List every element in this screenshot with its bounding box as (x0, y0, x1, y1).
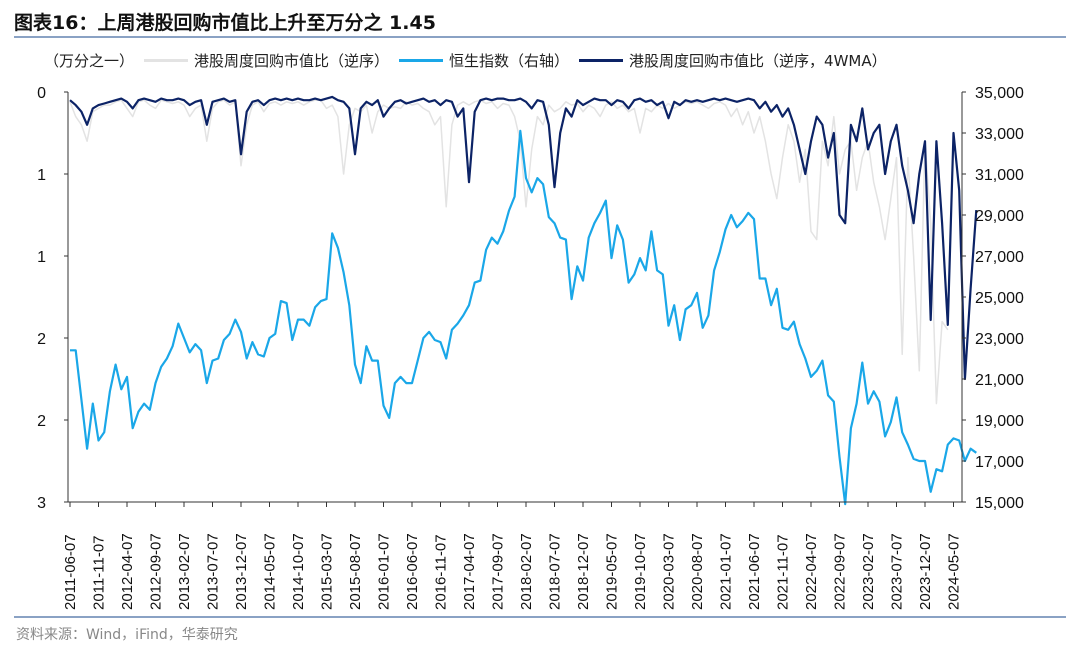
title-divider (14, 36, 1066, 38)
series-line-1 (70, 129, 977, 506)
x-tick-label: 2020-03-07 (661, 533, 678, 610)
right-tick-label: 17,000 (975, 454, 1024, 471)
x-tick-label: 2023-02-07 (860, 533, 877, 610)
series-line-0 (69, 99, 949, 405)
x-tick-label: 2019-05-07 (604, 533, 621, 610)
x-tick-label: 2011-06-07 (62, 534, 79, 610)
x-tick-label: 2019-10-07 (632, 533, 649, 610)
x-tick-label: 2014-10-07 (290, 533, 307, 610)
x-tick-label: 2012-04-07 (119, 533, 136, 610)
right-tick-label: 15,000 (975, 495, 1024, 512)
right-tick-label: 35,000 (975, 85, 1024, 102)
x-tick-label: 2017-04-07 (461, 533, 478, 610)
x-tick-label: 2014-05-07 (262, 533, 279, 610)
chart-title: 图表16：上周港股回购市值比上升至万分之 1.45 (14, 12, 436, 34)
x-tick-label: 2016-01-07 (376, 533, 393, 610)
x-tick-label: 2017-09-07 (490, 533, 507, 610)
footer-divider (14, 616, 1066, 618)
x-tick-label: 2015-03-07 (319, 533, 336, 610)
x-tick-label: 2023-12-07 (917, 533, 934, 610)
x-tick-label: 2013-12-07 (233, 533, 250, 610)
right-tick-label: 31,000 (975, 167, 1024, 184)
right-tick-label: 23,000 (975, 331, 1024, 348)
x-tick-label: 2012-09-07 (148, 533, 165, 610)
left-tick-label: 1 (37, 167, 46, 184)
left-tick-label: 3 (37, 495, 46, 512)
left-tick-label: 2 (37, 331, 46, 348)
legend-label-4wma: 港股周度回购市值比（逆序，4WMA） (629, 52, 887, 70)
left-tick-label: 0 (37, 85, 46, 102)
right-tick-label: 25,000 (975, 290, 1024, 307)
legend-swatch-raw (144, 59, 189, 62)
left-tick-label: 1 (37, 249, 46, 266)
x-tick-label: 2018-02-07 (518, 533, 535, 610)
left-axis-unit: （万分之一） (44, 52, 135, 70)
right-tick-label: 19,000 (975, 413, 1024, 430)
x-tick-label: 2021-11-07 (775, 534, 792, 610)
legend-label-raw: 港股周度回购市值比（逆序） (194, 52, 390, 70)
x-tick-label: 2016-06-07 (404, 533, 421, 610)
x-tick-label: 2013-02-07 (176, 533, 193, 610)
right-tick-label: 27,000 (975, 249, 1024, 266)
x-tick-label: 2020-08-07 (689, 533, 706, 610)
legend-label-hsi: 恒生指数（右轴） (449, 52, 570, 70)
x-tick-label: 2013-07-07 (205, 533, 222, 610)
x-tick-label: 2021-06-07 (746, 533, 763, 610)
source-note: 资料来源：Wind，iFind，华泰研究 (16, 627, 238, 643)
legend-swatch-hsi (399, 59, 444, 62)
right-tick-label: 29,000 (975, 208, 1024, 225)
x-tick-label: 2024-05-07 (946, 533, 963, 610)
x-tick-label: 2023-07-07 (889, 533, 906, 610)
right-tick-label: 33,000 (975, 126, 1024, 143)
x-tick-label: 2018-07-07 (547, 533, 564, 610)
left-tick-label: 2 (37, 413, 46, 430)
x-tick-label: 2018-12-07 (575, 533, 592, 610)
x-tick-label: 2016-11-07 (433, 534, 450, 610)
x-tick-label: 2021-01-07 (718, 533, 735, 610)
x-tick-label: 2011-11-07 (91, 535, 108, 610)
series-line-2 (69, 95, 978, 381)
x-tick-label: 2015-08-07 (347, 533, 364, 610)
right-tick-label: 21,000 (975, 372, 1024, 389)
legend: （万分之一） 港股周度回购市值比（逆序） 恒生指数（右轴） 港股周度回购市值比（… (44, 50, 887, 71)
legend-swatch-4wma (579, 59, 624, 62)
x-tick-label: 2022-09-07 (832, 533, 849, 610)
x-tick-label: 2022-04-07 (803, 533, 820, 610)
